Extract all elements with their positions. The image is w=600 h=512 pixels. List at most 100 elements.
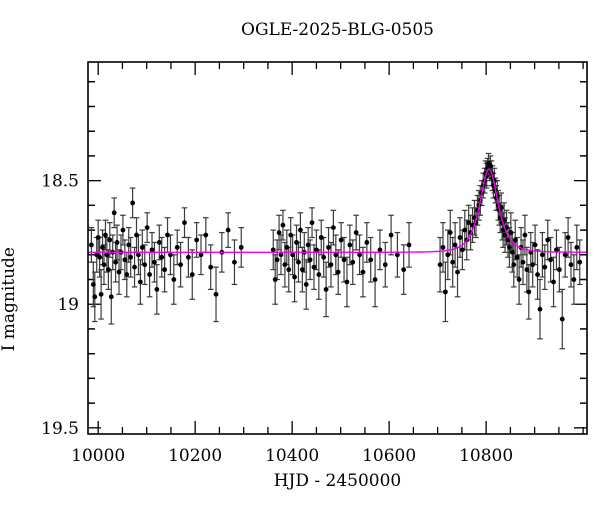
data-point (156, 240, 162, 245)
data-point (559, 316, 565, 322)
data-point (452, 242, 458, 248)
data-point (152, 259, 157, 265)
data-point (296, 259, 301, 265)
data-point (571, 277, 577, 282)
data-point (128, 254, 134, 260)
data-point (213, 291, 219, 297)
data-point (568, 262, 574, 268)
tick-labels: 10000 10200 10400 10600 10800 18.5 19 19.5 (41, 172, 513, 466)
data-point (314, 247, 319, 253)
data-point (532, 242, 538, 248)
data-point (126, 242, 132, 248)
data-point (509, 249, 515, 255)
x-tick-label: 10000 (71, 446, 125, 466)
data-point (139, 244, 145, 250)
data-point (154, 287, 160, 292)
data-point (455, 269, 460, 275)
data-point (542, 264, 548, 270)
y-tick-label: 19.5 (41, 419, 79, 439)
data-point (88, 242, 94, 248)
data-point (526, 289, 532, 295)
data-point (185, 254, 191, 260)
y-tick-label: 18.5 (41, 172, 79, 192)
data-point (292, 274, 297, 280)
data-point (189, 272, 195, 277)
data-point (105, 267, 111, 273)
data-point (401, 267, 407, 273)
data-point (288, 232, 294, 238)
data-point (318, 235, 324, 240)
data-point (305, 242, 311, 248)
x-tick-label: 10400 (265, 446, 319, 466)
data-point (565, 235, 571, 240)
data-point (502, 232, 508, 238)
data-point (238, 244, 244, 250)
data-point (377, 247, 383, 253)
data-point (530, 262, 536, 268)
data-point (520, 259, 526, 265)
data-point (440, 244, 446, 250)
data-point (182, 220, 187, 226)
model-curve (88, 168, 587, 253)
data-point (282, 262, 288, 268)
data-point (333, 252, 339, 258)
data-point (344, 279, 350, 285)
data-point (488, 163, 493, 169)
data-point (134, 232, 139, 238)
data-point (298, 227, 303, 233)
data-point (203, 232, 209, 238)
data-point (272, 277, 278, 282)
plot-title: OGLE-2025-BLG-0505 (241, 20, 434, 40)
data-point (130, 200, 136, 206)
x-axis-title: HJD - 2450000 (273, 471, 402, 491)
data-point (108, 294, 114, 300)
data-point (388, 232, 394, 238)
data-point (364, 240, 370, 245)
data-point (459, 247, 465, 253)
data-point (311, 264, 317, 270)
data-point (232, 259, 237, 265)
data-point (278, 252, 284, 258)
data-point (574, 244, 580, 250)
data-point (323, 287, 329, 292)
data-point (294, 240, 299, 245)
data-point (554, 247, 559, 253)
data-point (556, 267, 562, 273)
data-point (330, 225, 336, 231)
data-point (507, 244, 512, 250)
data-point (437, 262, 443, 268)
data-point (535, 272, 540, 277)
data-point (274, 257, 280, 263)
data-point (457, 235, 463, 240)
data-point (116, 269, 122, 275)
data-point (577, 259, 583, 265)
y-axis-title-text: I magnitude (0, 247, 19, 352)
data-point (368, 257, 374, 263)
data-point (537, 306, 543, 312)
data-point (90, 282, 96, 287)
data-point (551, 279, 556, 285)
data-point (142, 262, 148, 268)
data-point (307, 257, 313, 263)
data-point (280, 222, 286, 228)
data-point (168, 252, 173, 258)
data-point (208, 264, 214, 270)
data-point (270, 247, 276, 253)
data-point (548, 257, 554, 263)
data-point (508, 230, 514, 235)
data-point (514, 254, 520, 260)
data-point (114, 240, 120, 245)
data-point (113, 259, 119, 265)
data-point (450, 259, 456, 265)
data-point (120, 227, 126, 233)
data-point (290, 252, 296, 258)
data-point (276, 230, 282, 235)
data-point (101, 262, 107, 268)
data-point (136, 252, 141, 258)
data-point (100, 244, 105, 250)
data-point (103, 232, 108, 238)
data-point (462, 227, 468, 233)
plot-frame (87, 61, 588, 435)
